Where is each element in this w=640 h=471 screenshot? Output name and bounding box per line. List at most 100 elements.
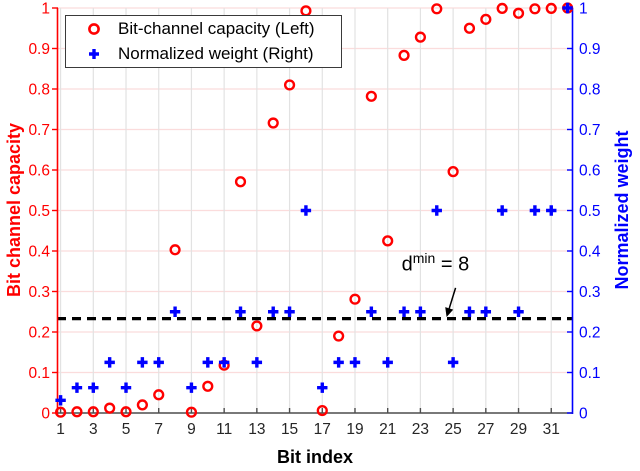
- weight-marker: [284, 306, 295, 317]
- weight-marker: [251, 357, 263, 368]
- right-tick-label: 0.1: [579, 365, 601, 382]
- weight-marker: [382, 357, 393, 368]
- capacity-marker: [234, 176, 247, 188]
- weight-marker: [496, 205, 508, 216]
- capacity-marker: [512, 7, 525, 19]
- weight-marker: [186, 382, 197, 393]
- weight-marker: [268, 306, 279, 317]
- x-tick-label: 17: [314, 421, 331, 438]
- left-tick-label: 0: [41, 406, 50, 423]
- weight-marker: [218, 357, 230, 368]
- capacity-marker: [283, 79, 296, 91]
- legend: Bit-channel capacity (Left) Normalized w…: [65, 15, 342, 68]
- annotation-arrowhead-icon: [445, 307, 454, 318]
- capacity-marker: [333, 330, 345, 342]
- capacity-marker: [87, 406, 99, 418]
- weight-marker: [529, 205, 541, 216]
- weight-marker: [153, 357, 164, 368]
- right-tick-label: 0.6: [579, 163, 601, 180]
- left-tick-label: 1: [41, 1, 50, 18]
- dmin-annotation-sup: min: [412, 250, 436, 267]
- annotation-arrow-line: [448, 287, 457, 309]
- dmin-annotation-base: d: [401, 253, 413, 276]
- x-tick-label: 7: [154, 421, 163, 438]
- left-tick-label: 0.9: [28, 41, 50, 58]
- capacity-marker: [71, 406, 83, 418]
- capacity-marker: [496, 2, 508, 15]
- weight-marker: [71, 382, 83, 393]
- x-axis-title: Bit index: [276, 447, 353, 467]
- weight-marker: [300, 205, 312, 216]
- dmin-annotation: dmin = 8: [402, 250, 470, 277]
- capacity-marker: [365, 90, 377, 102]
- right-tick-label: 1: [579, 1, 588, 18]
- x-tick-label: 13: [248, 421, 265, 438]
- weight-marker: [398, 306, 410, 317]
- weight-marker: [447, 357, 459, 368]
- right-tick-label: 0.7: [579, 122, 601, 139]
- capacity-marker: [202, 380, 214, 392]
- capacity-marker: [382, 235, 394, 247]
- capacity-marker: [153, 389, 165, 401]
- x-tick-label: 3: [89, 421, 98, 438]
- weight-marker: [513, 306, 524, 317]
- weight-marker: [562, 2, 573, 14]
- capacity-marker: [529, 3, 541, 15]
- circle-marker-icon: [76, 20, 112, 38]
- right-tick-label: 0.5: [579, 203, 601, 220]
- weight-marker: [464, 306, 475, 317]
- x-tick-label: 1: [56, 421, 65, 438]
- left-tick-label: 0.8: [28, 82, 50, 99]
- x-tick-label: 19: [346, 421, 363, 438]
- weight-marker: [317, 382, 328, 393]
- weight-marker: [235, 306, 246, 317]
- weight-marker: [202, 357, 213, 368]
- legend-item-weight: Normalized weight (Right): [76, 42, 341, 68]
- capacity-marker: [480, 13, 492, 25]
- weight-marker: [480, 306, 492, 317]
- left-tick-label: 0.7: [28, 122, 50, 139]
- capacity-marker: [169, 244, 181, 256]
- x-tick-label: 25: [444, 421, 461, 438]
- dmin-annotation-rest: = 8: [435, 253, 470, 276]
- capacity-marker: [251, 320, 263, 332]
- x-tick-label: 11: [216, 421, 232, 438]
- capacity-marker: [54, 406, 67, 418]
- capacity-marker: [136, 399, 148, 411]
- left-tick-label: 0.2: [28, 325, 50, 342]
- right-tick-label: 0.2: [579, 325, 601, 342]
- capacity-marker: [185, 406, 198, 418]
- capacity-marker: [349, 293, 361, 305]
- weight-marker: [88, 382, 99, 393]
- x-tick-label: 23: [412, 421, 429, 438]
- x-tick-label: 31: [543, 421, 560, 438]
- capacity-marker: [447, 166, 459, 178]
- plus-marker-icon: [76, 45, 112, 63]
- left-tick-label: 0.6: [28, 163, 50, 180]
- right-tick-label: 0.4: [579, 244, 601, 261]
- weight-marker: [366, 306, 377, 317]
- capacity-marker: [463, 22, 476, 34]
- weight-marker: [333, 357, 344, 368]
- right-tick-label: 0.9: [579, 41, 601, 58]
- capacity-marker: [431, 3, 443, 15]
- left-y-axis-title: Bit channel capacity: [4, 122, 24, 298]
- left-tick-label: 0.5: [28, 203, 50, 220]
- x-tick-label: 5: [122, 421, 131, 438]
- weight-marker: [169, 306, 181, 317]
- left-tick-label: 0.4: [28, 244, 50, 261]
- legend-label-capacity: Bit-channel capacity (Left): [118, 18, 315, 38]
- x-tick-label: 27: [477, 421, 494, 438]
- x-tick-label: 9: [187, 421, 196, 438]
- right-tick-label: 0: [579, 406, 588, 423]
- weight-marker: [55, 395, 66, 406]
- right-y-axis-title: Normalized weight: [612, 130, 632, 290]
- weight-marker: [431, 205, 442, 216]
- right-tick-label: 0.8: [579, 82, 601, 99]
- capacity-marker: [398, 49, 410, 61]
- left-tick-label: 0.1: [28, 365, 50, 382]
- capacity-marker: [545, 2, 557, 15]
- x-tick-label: 21: [379, 421, 396, 438]
